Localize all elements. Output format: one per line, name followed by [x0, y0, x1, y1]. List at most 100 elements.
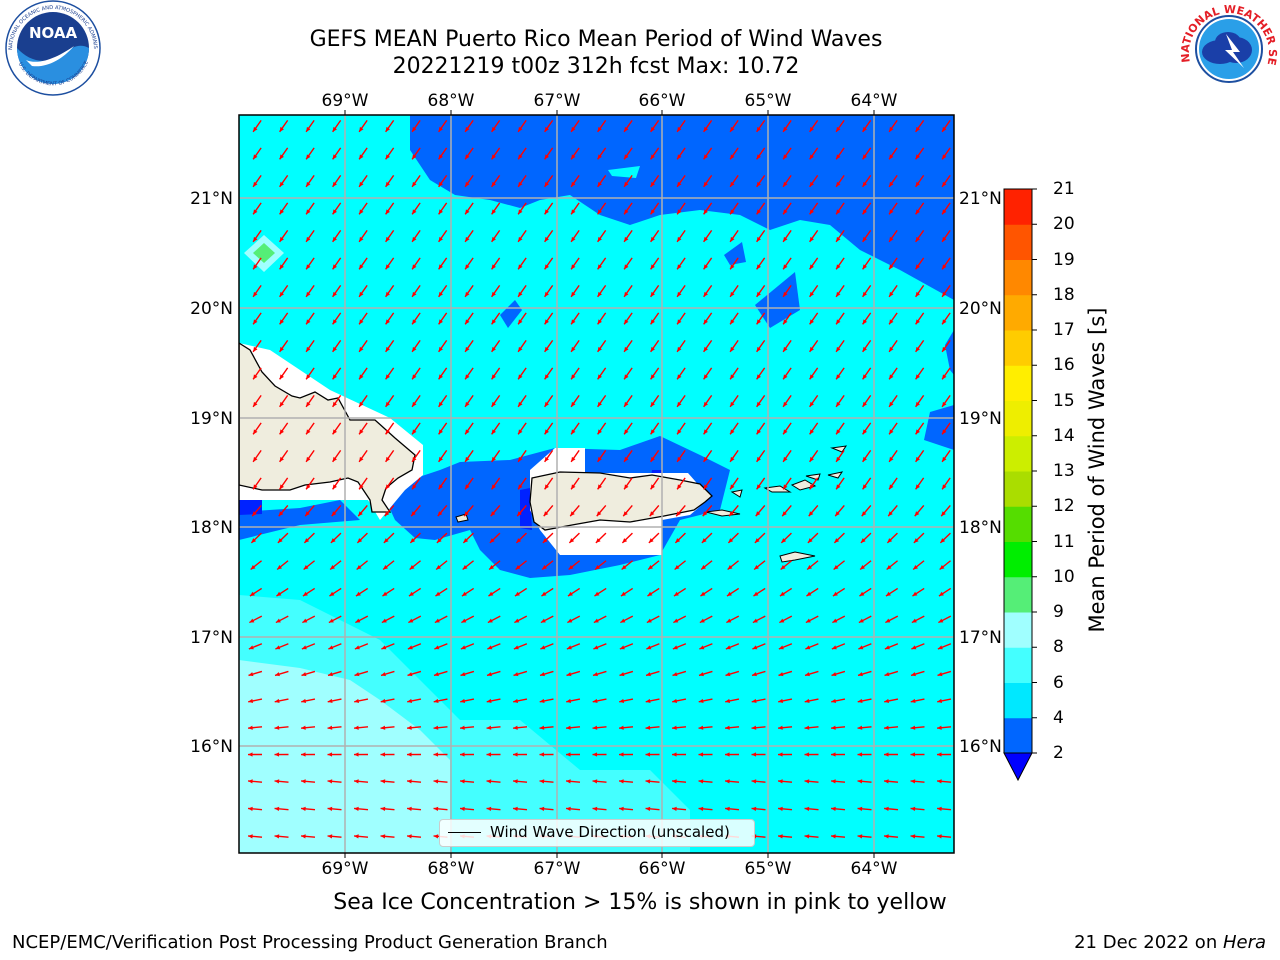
footer-date-text: 21 Dec 2022 on	[1074, 932, 1223, 953]
wind-wave-arrow	[543, 505, 554, 517]
wind-wave-arrow	[915, 449, 925, 463]
wind-wave-arrow	[835, 174, 845, 188]
colorbar-tick-label: 4	[1053, 707, 1064, 728]
wind-wave-arrow	[618, 752, 634, 757]
wind-wave-arrow	[491, 339, 501, 353]
wind-wave-arrow	[305, 119, 315, 133]
wind-wave-arrow	[888, 257, 898, 270]
wind-wave-arrow	[570, 312, 580, 325]
wind-wave-arrow	[407, 643, 422, 650]
wind-wave-arrow	[486, 779, 501, 784]
wind-wave-arrow	[247, 806, 263, 811]
wind-wave-arrow	[539, 670, 554, 677]
wind-wave-arrow	[777, 725, 793, 730]
wind-wave-arrow	[300, 834, 316, 839]
wind-wave-arrow	[565, 725, 581, 730]
wind-wave-arrow	[782, 257, 792, 270]
wind-wave-arrow	[862, 174, 872, 188]
wind-wave-arrow	[676, 174, 686, 188]
wind-wave-arrow	[305, 257, 315, 270]
wind-wave-arrow	[565, 806, 581, 811]
wind-wave-arrow	[862, 477, 872, 490]
wind-wave-arrow	[805, 615, 819, 624]
wind-wave-arrow	[941, 257, 951, 270]
wind-wave-arrow	[729, 449, 739, 463]
wind-wave-arrow	[460, 670, 475, 677]
wind-wave-arrow	[252, 312, 262, 325]
wind-wave-arrow	[835, 284, 845, 298]
wind-wave-arrow	[809, 394, 819, 408]
colorbar-tick-label: 13	[1053, 461, 1075, 481]
colorbar-tick-label: 2	[1053, 743, 1064, 763]
wind-wave-arrow	[358, 202, 368, 215]
wind-wave-arrow	[650, 119, 660, 133]
wind-wave-arrow	[464, 229, 474, 243]
wind-wave-arrow	[568, 560, 580, 571]
wind-wave-arrow	[460, 643, 475, 650]
wind-wave-arrow	[650, 477, 660, 490]
wind-wave-arrow	[888, 394, 898, 408]
wind-wave-arrow	[411, 312, 421, 325]
wind-wave-arrow	[252, 449, 262, 463]
wind-wave-arrow	[781, 505, 792, 517]
wind-wave-arrow	[729, 119, 739, 133]
wind-wave-arrow	[517, 147, 527, 160]
wind-wave-arrow	[676, 312, 686, 325]
wind-wave-arrow	[888, 312, 898, 325]
wind-wave-arrow	[698, 806, 713, 811]
wind-wave-arrow	[756, 394, 766, 408]
wind-wave-arrow	[433, 670, 448, 677]
wind-wave-arrow	[570, 257, 580, 270]
wind-wave-arrow	[888, 367, 898, 380]
wind-wave-arrow	[570, 119, 580, 133]
wind-wave-arrow	[809, 339, 819, 353]
wind-wave-arrow	[464, 257, 474, 270]
wind-wave-arrow	[751, 698, 766, 704]
wind-wave-arrow	[751, 806, 766, 811]
wind-wave-arrow	[830, 779, 846, 784]
wind-wave-arrow	[910, 670, 925, 677]
wind-wave-arrow	[385, 394, 395, 408]
wind-wave-arrow	[830, 806, 846, 811]
wind-wave-arrow	[517, 284, 527, 298]
wind-wave-arrow	[913, 532, 925, 544]
wind-wave-arrow	[464, 147, 474, 160]
wind-wave-arrow	[703, 422, 713, 435]
wind-wave-arrow	[915, 394, 925, 408]
wind-wave-arrow	[464, 119, 474, 133]
wind-wave-arrow	[620, 587, 634, 597]
wind-wave-arrow	[464, 367, 474, 380]
wind-wave-arrow	[650, 312, 660, 325]
wind-wave-arrow	[729, 422, 739, 435]
wind-wave-arrow	[833, 560, 845, 571]
wind-wave-arrow	[597, 147, 607, 160]
footer-date: 21 Dec 2022 on Hera	[1074, 932, 1266, 953]
wind-wave-arrow	[435, 587, 448, 597]
wind-wave-arrow	[276, 587, 289, 597]
colorbar-tick-label: 18	[1053, 284, 1075, 305]
wind-wave-arrow	[911, 643, 925, 650]
wind-wave-arrow	[248, 670, 263, 677]
wind-wave-arrow	[302, 587, 316, 597]
wind-wave-arrow	[809, 119, 819, 133]
wind-wave-arrow	[941, 394, 951, 408]
wind-wave-arrow	[570, 339, 580, 353]
wind-wave-arrow	[699, 615, 713, 624]
wind-wave-arrow	[727, 560, 739, 571]
wind-wave-arrow	[544, 422, 554, 435]
wind-wave-arrow	[275, 615, 289, 624]
wind-wave-arrow	[516, 505, 527, 517]
wind-wave-arrow	[385, 229, 395, 243]
wind-wave-arrow	[438, 284, 448, 298]
wind-wave-arrow	[438, 147, 448, 160]
lon-tick-bottom: 69°W	[322, 859, 369, 879]
wind-wave-arrow	[910, 834, 925, 839]
colorbar-bin	[1004, 506, 1032, 542]
wind-wave-arrow	[621, 532, 633, 544]
wind-wave-arrow	[464, 339, 474, 353]
wind-wave-arrow	[491, 119, 501, 133]
wind-wave-arrow	[355, 615, 369, 624]
wind-wave-arrow	[305, 202, 315, 215]
wind-wave-arrow	[385, 147, 395, 160]
wind-wave-arrow	[279, 202, 289, 215]
